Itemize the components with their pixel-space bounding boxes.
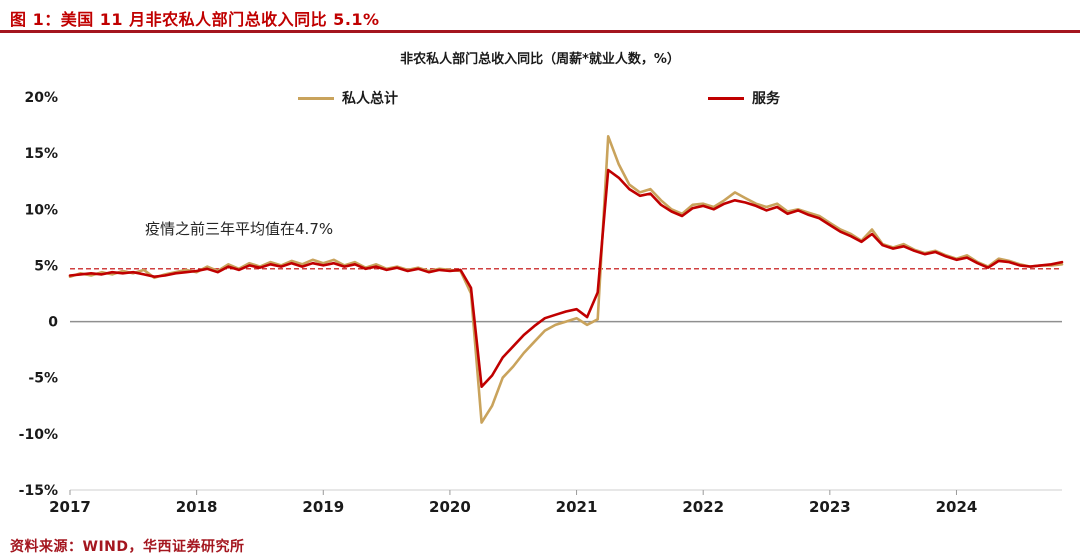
chart-title: 非农私人部门总收入同比（周薪*就业人数，%） <box>400 52 680 67</box>
y-axis-label: -5% <box>28 371 58 387</box>
y-axis-label: -15% <box>19 483 58 499</box>
y-axis-label: 20% <box>24 90 58 106</box>
legend-item-private-total: 私人总计 <box>298 88 398 108</box>
x-axis-label: 2020 <box>429 498 471 516</box>
x-axis-label: 2022 <box>682 498 724 516</box>
x-axis-label: 2024 <box>936 498 978 516</box>
legend: 私人总计 服务 <box>0 88 1080 108</box>
legend-label-services: 服务 <box>752 91 780 107</box>
legend-item-services: 服务 <box>708 88 780 108</box>
y-axis-label: 15% <box>24 146 58 162</box>
x-axis-label: 2017 <box>49 498 91 516</box>
y-axis-label: 5% <box>34 258 58 274</box>
y-axis-label: 10% <box>24 202 58 218</box>
figure-title: 图 1：美国 11 月非农私人部门总收入同比 5.1% <box>10 10 380 29</box>
y-axis-label: 0 <box>48 315 58 331</box>
series-line-services <box>68 168 1064 389</box>
x-axis-label: 2018 <box>176 498 218 516</box>
legend-swatch-private-total <box>298 96 334 100</box>
x-axis-label: 2021 <box>556 498 598 516</box>
title-divider <box>0 30 1080 33</box>
legend-label-private-total: 私人总计 <box>342 91 398 107</box>
source-text: 资料来源：WIND，华西证券研究所 <box>10 539 245 555</box>
legend-swatch-services <box>708 96 744 100</box>
line-chart: 20% 15% 10% 5% 0 -5% -10% -15%2017 2018 2019 2020 2… <box>19 90 1064 516</box>
x-axis-label: 2019 <box>302 498 344 516</box>
y-axis-label: -10% <box>19 427 58 443</box>
x-axis-label: 2023 <box>809 498 851 516</box>
reference-annotation: 疫情之前三年平均值在4.7% <box>145 220 333 238</box>
series-line-private-total <box>68 134 1064 424</box>
